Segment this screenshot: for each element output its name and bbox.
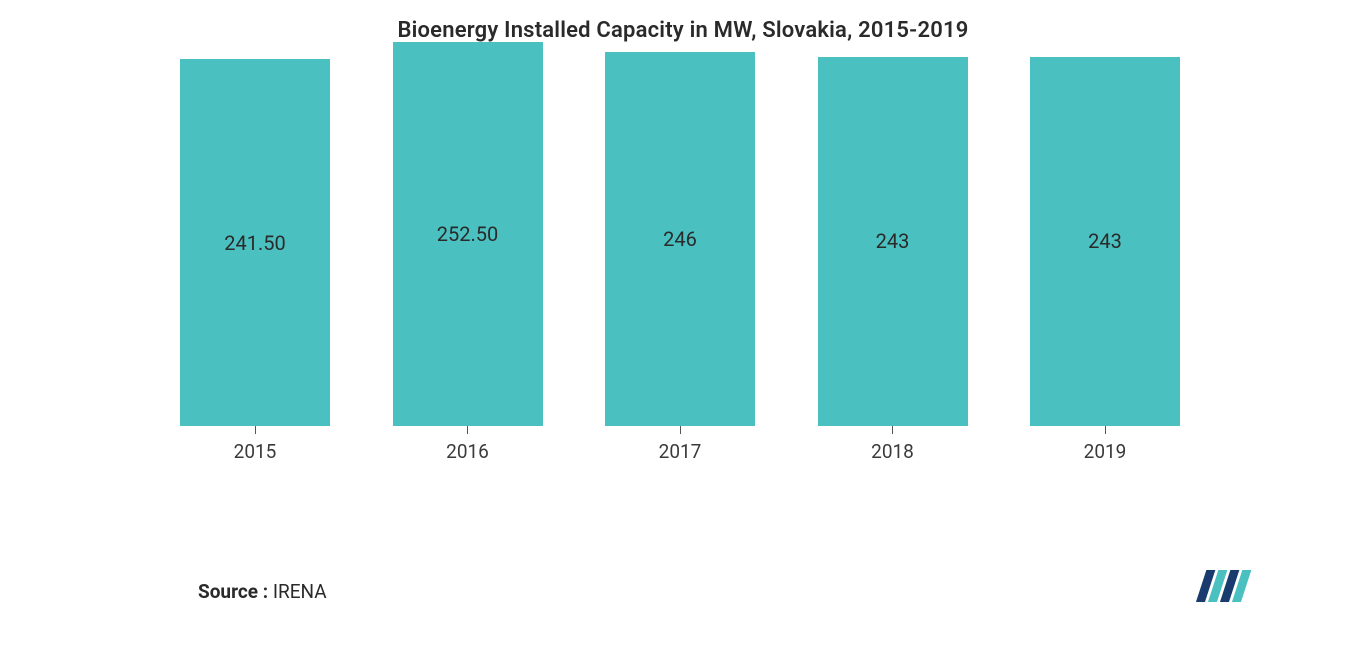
bar-value-label: 241.50 bbox=[224, 231, 285, 255]
bar-value-label: 252.50 bbox=[437, 222, 498, 246]
chart-area: 241.50 2015 252.50 2016 246 2017 243 2018 243 201… bbox=[180, 68, 1180, 493]
bar-value-label: 246 bbox=[663, 227, 697, 251]
bar: 252.50 bbox=[393, 42, 543, 426]
x-axis-label: 2017 bbox=[659, 440, 702, 463]
bar-group: 252.50 2016 bbox=[393, 42, 543, 463]
x-tick bbox=[255, 426, 256, 434]
x-tick bbox=[467, 426, 468, 434]
bar-group: 246 2017 bbox=[605, 52, 755, 463]
bar: 243 bbox=[1030, 57, 1180, 426]
bar: 246 bbox=[605, 52, 755, 426]
x-axis-label: 2019 bbox=[1084, 440, 1127, 463]
chart-title: Bioenergy Installed Capacity in MW, Slov… bbox=[0, 0, 1366, 43]
bar-value-label: 243 bbox=[876, 229, 910, 253]
bar-group: 243 2019 bbox=[1030, 57, 1180, 463]
source-prefix: Source : bbox=[198, 580, 268, 603]
bar: 241.50 bbox=[180, 59, 330, 426]
bar: 243 bbox=[818, 57, 968, 426]
x-axis-label: 2016 bbox=[446, 440, 489, 463]
bar-group: 241.50 2015 bbox=[180, 59, 330, 463]
brand-logo bbox=[1195, 568, 1251, 604]
bar-value-label: 243 bbox=[1088, 229, 1122, 253]
x-axis-label: 2015 bbox=[234, 440, 277, 463]
x-tick bbox=[680, 426, 681, 434]
bar-group: 243 2018 bbox=[818, 57, 968, 463]
source-text: IRENA bbox=[273, 580, 327, 603]
x-axis-label: 2018 bbox=[871, 440, 914, 463]
x-tick bbox=[1105, 426, 1106, 434]
x-tick bbox=[892, 426, 893, 434]
source-line: Source : IRENA bbox=[198, 580, 327, 603]
bars-container: 241.50 2015 252.50 2016 246 2017 243 2018 243 201… bbox=[180, 68, 1180, 463]
